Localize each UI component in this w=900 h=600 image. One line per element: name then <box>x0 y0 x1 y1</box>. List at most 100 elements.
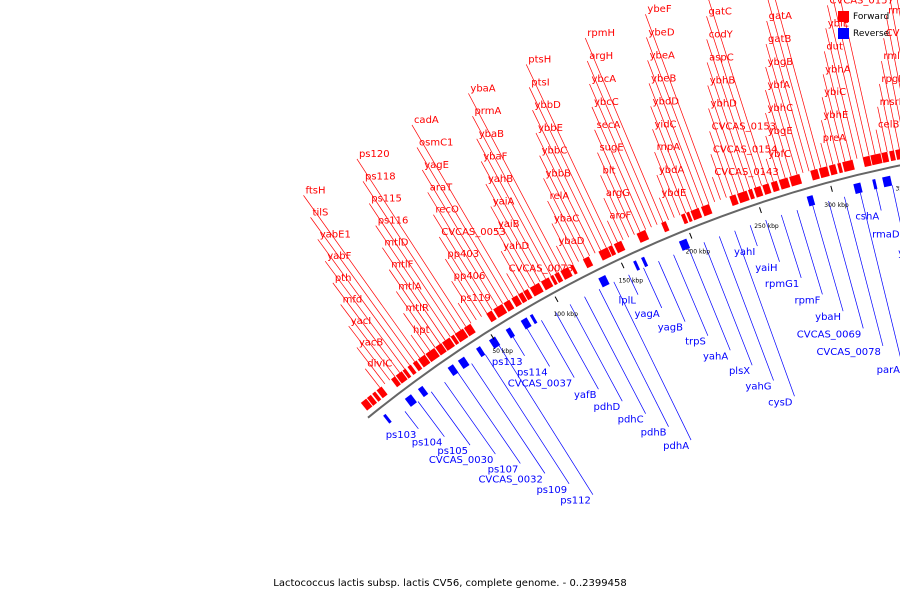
reverse-leader-line <box>828 200 864 329</box>
legend-label-reverse: Reverse <box>853 28 890 39</box>
forward-leader-line <box>877 106 888 152</box>
forward-gene-feature <box>789 173 803 187</box>
forward-leader-line <box>451 280 477 321</box>
forward-leader-line <box>710 154 727 198</box>
forward-gene-label: araT <box>430 182 453 193</box>
forward-leader-line <box>603 197 624 240</box>
forward-label-leaders <box>303 0 900 388</box>
forward-gene-label: CVCAS_0153 <box>712 121 776 132</box>
forward-gene-label: rpmH <box>587 28 615 39</box>
reverse-leader-line <box>749 225 758 247</box>
forward-gene-feature <box>412 360 423 372</box>
forward-leader-line <box>589 83 652 228</box>
reverse-leader-line <box>628 274 639 295</box>
forward-gene-label: hpt <box>413 325 430 336</box>
forward-gene-label: recO <box>435 205 459 216</box>
forward-gene-feature <box>441 337 455 351</box>
forward-gene-label: CVCAS_0073 <box>509 263 573 274</box>
forward-leader-line <box>765 89 792 177</box>
reverse-gene-label: parA <box>877 365 900 376</box>
forward-gene-label: ybaF <box>483 151 507 162</box>
forward-gene-feature <box>895 149 900 160</box>
forward-gene-feature <box>636 229 650 243</box>
scale-ticks: 50 kbp 100 kbp 150 kbp 200 kbp 250 kbp 300 kb… <box>490 185 900 355</box>
forward-gene-feature <box>582 256 594 269</box>
forward-gene-label: ybbE <box>538 123 563 134</box>
forward-gene-label: yaiA <box>493 196 515 207</box>
reverse-gene-label: rpmG1 <box>765 279 799 290</box>
forward-gene-label: rmlD <box>883 51 900 62</box>
forward-leader-line <box>707 85 745 192</box>
forward-gene-feature <box>747 188 755 200</box>
scale-tick <box>620 262 625 269</box>
forward-gene-label: osmC1 <box>419 137 453 148</box>
forward-gene-feature <box>818 166 830 179</box>
forward-gene-label: ps115 <box>371 193 402 204</box>
scale-tick-label: 50 kbp <box>492 348 513 355</box>
legend-label-forward: Forward <box>853 11 890 22</box>
forward-strand-features <box>360 149 900 411</box>
forward-leader-line <box>490 206 536 286</box>
forward-leader-line <box>382 247 446 341</box>
forward-leader-line <box>395 291 436 348</box>
forward-gene-label: ybaA <box>470 83 495 94</box>
forward-gene-label: ybaC <box>554 214 579 225</box>
reverse-gene-label: trpS <box>685 337 706 348</box>
forward-leader-line <box>310 217 416 362</box>
forward-leader-line <box>411 124 514 298</box>
forward-gene-feature <box>360 398 373 411</box>
forward-gene-feature <box>862 155 872 168</box>
scale-tick-label: 350 kbp <box>895 185 900 192</box>
reverse-gene-feature <box>678 238 691 251</box>
forward-leader-line <box>765 67 798 175</box>
scale-tick-label: 100 kbp <box>553 311 578 318</box>
forward-leader-line <box>646 37 710 205</box>
forward-leader-line <box>388 269 441 345</box>
reverse-leader-line <box>780 214 802 278</box>
reverse-gene-feature <box>417 385 429 398</box>
forward-gene-label: dut <box>826 41 843 52</box>
forward-gene-feature <box>523 289 533 301</box>
reverse-leader-line <box>613 281 692 441</box>
forward-leader-line <box>356 347 386 385</box>
forward-gene-label: yacI <box>351 316 372 327</box>
forward-gene-feature <box>778 177 791 190</box>
forward-gene-feature <box>450 334 460 346</box>
forward-leader-line <box>706 39 757 188</box>
forward-gene-label: pp406 <box>454 271 486 282</box>
reverse-gene-label: CVCAS_0032 <box>478 474 542 485</box>
forward-leader-line <box>881 60 900 150</box>
forward-gene-label: ps118 <box>365 171 396 182</box>
legend-entry-forward: Forward <box>838 8 889 25</box>
reverse-gene-feature <box>529 313 538 325</box>
reverse-gene-label: ps103 <box>386 430 417 441</box>
forward-gene-label: ps119 <box>460 293 491 304</box>
scale-tick <box>490 334 495 340</box>
forward-gene-label: preA <box>823 133 846 144</box>
forward-leader-line <box>535 132 596 254</box>
reverse-leader-line <box>859 192 900 357</box>
forward-leader-line <box>775 0 822 168</box>
forward-gene-label: CVCAS_0154 <box>713 144 777 155</box>
forward-leader-line <box>823 51 852 161</box>
forward-leader-line <box>485 183 541 283</box>
forward-gene-feature <box>511 295 522 308</box>
reverse-leader-line <box>584 296 646 414</box>
forward-gene-label: ps116 <box>378 216 409 227</box>
forward-leader-line <box>445 258 482 317</box>
reverse-leader-line <box>673 254 709 336</box>
forward-gene-feature <box>554 271 564 284</box>
forward-gene-feature <box>503 299 515 312</box>
reverse-leader-line <box>444 381 496 455</box>
forward-gene-feature <box>737 190 750 204</box>
forward-gene-label: prmA <box>474 106 501 117</box>
forward-leader-line <box>495 228 530 289</box>
forward-gene-feature <box>550 274 558 286</box>
forward-gene-feature <box>372 391 382 402</box>
forward-leader-line <box>528 87 607 248</box>
forward-gene-feature <box>729 194 739 206</box>
forward-gene-label: rpgB <box>881 74 900 85</box>
reverse-gene-label: lplL <box>619 296 637 307</box>
reverse-gene-label: CVCAS_0030 <box>429 455 493 466</box>
forward-gene-feature <box>700 203 713 217</box>
